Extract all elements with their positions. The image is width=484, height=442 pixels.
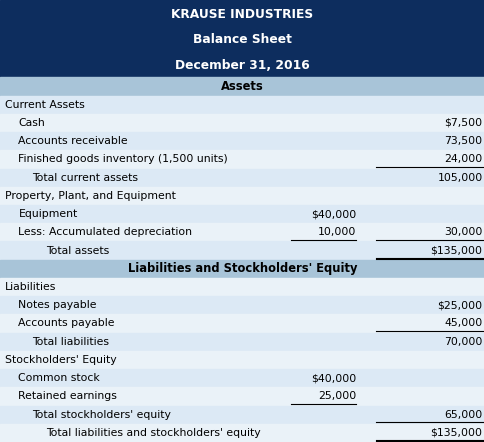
Bar bbox=[0, 77, 484, 95]
Bar bbox=[0, 150, 484, 168]
Bar bbox=[0, 223, 484, 241]
Text: Total stockholders' equity: Total stockholders' equity bbox=[32, 410, 170, 419]
Text: $40,000: $40,000 bbox=[311, 209, 356, 219]
Text: 105,000: 105,000 bbox=[437, 173, 482, 183]
Text: $25,000: $25,000 bbox=[437, 300, 482, 310]
Bar bbox=[0, 95, 484, 114]
Text: Equipment: Equipment bbox=[18, 209, 77, 219]
Bar bbox=[0, 278, 484, 296]
Text: December 31, 2016: December 31, 2016 bbox=[175, 59, 309, 72]
Text: Total liabilities: Total liabilities bbox=[32, 337, 109, 347]
Text: Property, Plant, and Equipment: Property, Plant, and Equipment bbox=[5, 191, 175, 201]
Text: 45,000: 45,000 bbox=[443, 319, 482, 328]
Text: 10,000: 10,000 bbox=[318, 227, 356, 237]
Text: Accounts receivable: Accounts receivable bbox=[18, 136, 128, 146]
Text: Liabilities: Liabilities bbox=[5, 282, 56, 292]
Text: Less: Accumulated depreciation: Less: Accumulated depreciation bbox=[18, 227, 192, 237]
Text: Total current assets: Total current assets bbox=[32, 173, 138, 183]
Text: Liabilities and Stockholders' Equity: Liabilities and Stockholders' Equity bbox=[127, 262, 357, 275]
Bar bbox=[0, 260, 484, 278]
Bar bbox=[0, 296, 484, 314]
Bar bbox=[0, 406, 484, 424]
Text: Notes payable: Notes payable bbox=[18, 300, 97, 310]
Bar bbox=[0, 387, 484, 406]
Text: Balance Sheet: Balance Sheet bbox=[193, 34, 291, 46]
Bar bbox=[0, 333, 484, 351]
Text: KRAUSE INDUSTRIES: KRAUSE INDUSTRIES bbox=[171, 8, 313, 21]
Text: Common stock: Common stock bbox=[18, 373, 100, 383]
Text: Finished goods inventory (1,500 units): Finished goods inventory (1,500 units) bbox=[18, 154, 227, 164]
Text: Total assets: Total assets bbox=[45, 246, 108, 255]
Text: $7,500: $7,500 bbox=[443, 118, 482, 128]
Text: 24,000: 24,000 bbox=[443, 154, 482, 164]
Text: $135,000: $135,000 bbox=[430, 428, 482, 438]
Text: 65,000: 65,000 bbox=[443, 410, 482, 419]
Text: Accounts payable: Accounts payable bbox=[18, 319, 115, 328]
Bar bbox=[0, 424, 484, 442]
Bar bbox=[0, 114, 484, 132]
Text: Current Assets: Current Assets bbox=[5, 100, 84, 110]
Text: Stockholders' Equity: Stockholders' Equity bbox=[5, 355, 116, 365]
Text: $40,000: $40,000 bbox=[311, 373, 356, 383]
Bar bbox=[0, 241, 484, 260]
Text: 30,000: 30,000 bbox=[443, 227, 482, 237]
Bar bbox=[0, 187, 484, 205]
Bar bbox=[0, 168, 484, 187]
Text: $135,000: $135,000 bbox=[430, 246, 482, 255]
Text: Retained earnings: Retained earnings bbox=[18, 392, 117, 401]
Bar bbox=[0, 351, 484, 369]
Text: 25,000: 25,000 bbox=[318, 392, 356, 401]
Text: Total liabilities and stockholders' equity: Total liabilities and stockholders' equi… bbox=[45, 428, 260, 438]
Bar bbox=[0, 132, 484, 150]
Bar bbox=[0, 369, 484, 387]
Text: 70,000: 70,000 bbox=[443, 337, 482, 347]
Bar bbox=[0, 0, 484, 77]
Text: 73,500: 73,500 bbox=[443, 136, 482, 146]
Text: Assets: Assets bbox=[221, 80, 263, 93]
Bar bbox=[0, 205, 484, 223]
Bar bbox=[0, 314, 484, 333]
Text: Cash: Cash bbox=[18, 118, 45, 128]
